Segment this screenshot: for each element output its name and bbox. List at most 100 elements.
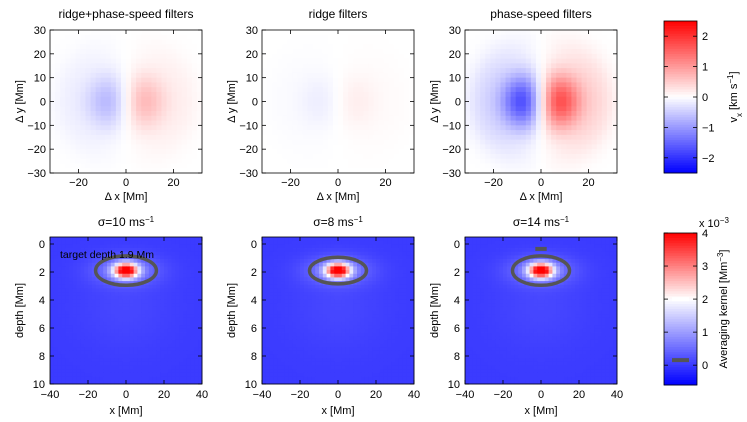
kernel-cell [57,288,62,293]
heatmap-cell [353,49,359,55]
kernel-cell [296,255,301,260]
heatmap-cell [302,139,308,145]
heatmap-cell [277,30,283,36]
kernel-cell [72,343,77,348]
heatmap-cell [332,120,339,126]
kernel-cell [133,343,138,348]
heatmap-cell [388,120,395,126]
kernel-cell [262,248,267,253]
heatmap-cell [191,139,198,145]
kernel-cell [175,336,180,341]
heatmap-cell [181,44,188,50]
kernel-cell [319,270,324,275]
heatmap-cell [60,115,66,121]
kernel-cell [288,237,293,242]
kernel-cell [50,339,55,344]
heatmap-cell [322,163,329,169]
heatmap-cell [465,134,471,141]
kernel-cell [190,284,195,289]
heatmap-cell [262,34,268,40]
heatmap-cell [55,72,61,79]
kernel-cell [122,237,127,242]
kernel-cell [334,240,339,245]
heatmap-cell [131,125,137,131]
heatmap-cell [85,144,91,150]
kernel-cell [372,262,377,267]
kernel-cell [126,369,131,374]
heatmap-cell [146,82,152,88]
heatmap-cell [398,163,405,169]
heatmap-cell [551,53,557,59]
heatmap-cell [292,87,298,93]
heatmap-cell [105,30,112,36]
heatmap-cell [475,101,481,107]
kernel-cell [296,240,301,245]
heatmap-cell [470,44,476,50]
kernel-cell [183,372,188,378]
heatmap-cell [378,120,384,126]
kernel-cell [156,240,161,245]
heatmap-cell [358,49,364,55]
heatmap-cell [485,120,491,126]
y-axis-label: Δ y [Mm] [226,80,238,123]
heatmap-cell [186,58,193,64]
kernel-cell [50,306,55,311]
heatmap-cell [90,149,96,155]
heatmap-cell [586,44,593,50]
heatmap-cell [566,68,572,74]
heatmap-cell [495,125,501,131]
kernel-cell [53,325,58,330]
kernel-cell [114,350,119,356]
heatmap-cell [408,134,415,141]
heatmap-cell [535,63,542,69]
kernel-cell [110,303,115,308]
heatmap-cell [388,101,395,107]
colorbar-cell [664,152,697,156]
heatmap-cell [105,58,112,64]
kernel-cell [190,369,195,374]
heatmap-cell [90,82,96,88]
kernel-cell [65,343,70,348]
heatmap-cell [307,130,314,136]
kernel-cell [61,321,66,326]
heatmap-cell [383,163,390,169]
heatmap-cell [591,134,598,141]
heatmap-cell [131,87,137,93]
heatmap-cell [611,144,618,150]
heatmap-cell [546,158,552,164]
kernel-cell [145,248,150,253]
heatmap-cell [353,68,359,74]
kernel-cell [277,266,282,271]
kernel-cell [84,288,89,293]
kernel-cell [69,325,74,330]
heatmap-cell [378,139,384,145]
heatmap-cell [586,130,593,136]
heatmap-cell [530,115,537,121]
kernel-cell [80,251,85,256]
heatmap-cell [141,115,147,121]
heatmap-cell [505,111,511,117]
kernel-cell [179,332,184,337]
heatmap-cell [500,111,506,117]
kernel-cell [114,365,119,370]
kernel-cell [194,332,199,337]
kernel-cell [95,295,100,300]
heatmap-cell [363,91,369,98]
kernel-cell [88,343,93,348]
heatmap-cell [327,158,334,164]
heatmap-cell [556,77,562,83]
kernel-cell [95,321,100,326]
heatmap-cell [535,130,542,136]
heatmap-cell [307,39,314,45]
heatmap-cell [490,63,496,69]
heatmap-cell [136,144,142,150]
heatmap-cell [495,87,501,93]
kernel-cell [65,317,70,322]
heatmap-cell [510,158,517,164]
kernel-cell [99,380,104,385]
heatmap-cell [75,168,81,174]
kernel-cell [379,240,384,245]
kernel-cell [57,358,62,363]
kernel-cell [61,273,66,278]
heatmap-cell [520,96,527,102]
